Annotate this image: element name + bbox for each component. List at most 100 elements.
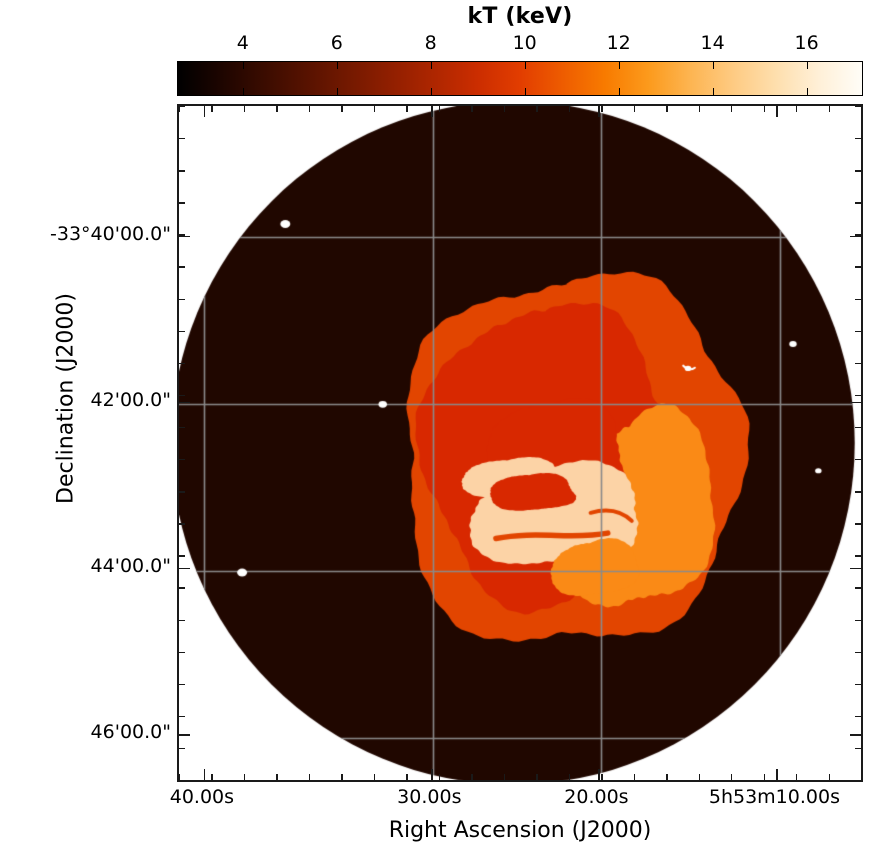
x-axis-minor-tick xyxy=(179,774,181,780)
colorbar xyxy=(177,61,863,96)
x-axis-minor-tick xyxy=(666,774,668,780)
x-axis-minor-tick xyxy=(698,106,700,112)
y-axis-major-tick xyxy=(179,734,190,736)
y-axis-minor-tick xyxy=(179,619,185,621)
colorbar-tick xyxy=(242,61,245,69)
x-axis-minor-tick xyxy=(633,106,636,112)
x-axis-tick-label: 5h53m10.00s xyxy=(708,786,840,808)
y-axis-minor-tick xyxy=(179,459,185,461)
x-axis-minor-tick xyxy=(179,106,181,112)
y-axis-major-tick xyxy=(850,568,861,570)
x-axis-minor-tick xyxy=(308,774,311,780)
x-axis-tick-label: 20.00s xyxy=(564,786,629,808)
x-axis-minor-tick xyxy=(243,106,246,112)
y-axis-minor-tick xyxy=(179,683,185,686)
colorbar-tick xyxy=(336,88,339,96)
x-axis-minor-tick xyxy=(471,774,473,780)
y-axis-minor-tick xyxy=(179,234,185,236)
y-axis-tick-label: 42'00.0" xyxy=(90,388,171,411)
colorbar-tick xyxy=(242,88,245,96)
x-axis-minor-tick xyxy=(536,106,538,112)
x-axis-major-tick xyxy=(598,106,600,117)
y-axis-minor-tick xyxy=(179,330,185,333)
y-axis-label: Declination (J2000) xyxy=(53,293,79,504)
y-axis-minor-tick xyxy=(179,106,185,108)
y-axis-minor-tick xyxy=(855,298,861,300)
x-axis-minor-tick xyxy=(406,106,408,112)
x-axis-minor-tick xyxy=(568,774,571,780)
x-axis-minor-tick xyxy=(211,774,213,780)
colorbar-gradient xyxy=(178,62,862,95)
y-axis-minor-tick xyxy=(179,587,185,589)
y-axis-major-tick xyxy=(179,235,190,238)
colorbar-tick xyxy=(806,61,809,69)
y-axis-minor-tick xyxy=(179,202,185,204)
x-axis-minor-tick xyxy=(536,774,538,780)
x-axis-minor-tick xyxy=(828,774,830,780)
colorbar-tick-label: 16 xyxy=(794,32,819,54)
y-axis-minor-tick xyxy=(855,426,861,429)
y-axis-minor-tick xyxy=(179,780,185,781)
x-axis-minor-tick xyxy=(763,774,765,780)
x-axis-minor-tick xyxy=(243,774,246,780)
x-axis-label: Right Ascension (J2000) xyxy=(388,818,652,843)
x-axis-major-tick xyxy=(776,769,778,780)
x-axis-minor-tick xyxy=(503,774,506,780)
y-axis-minor-tick xyxy=(855,715,861,718)
y-axis-minor-tick xyxy=(855,555,861,557)
colorbar-tick xyxy=(524,88,527,96)
x-axis-minor-tick xyxy=(633,774,636,780)
colorbar-tick xyxy=(430,88,433,96)
colorbar-tick-label: 12 xyxy=(606,32,631,54)
y-axis-minor-tick xyxy=(855,362,861,365)
colorbar-tick-label: 4 xyxy=(236,32,249,54)
colorbar-tick xyxy=(430,61,433,69)
x-axis-major-tick xyxy=(203,769,206,780)
y-axis-tick-label: 46'00.0" xyxy=(90,721,171,744)
y-axis-minor-tick xyxy=(855,491,861,493)
x-axis-minor-tick xyxy=(796,774,798,780)
y-axis-major-tick xyxy=(179,401,190,404)
y-axis-tick-label: -33°40'00.0" xyxy=(50,222,171,245)
x-axis-minor-tick xyxy=(406,774,408,780)
y-axis-minor-tick xyxy=(179,298,185,300)
y-axis-minor-tick xyxy=(179,555,185,557)
y-axis-tick-label: 44'00.0" xyxy=(90,555,171,578)
x-axis-minor-tick xyxy=(373,106,376,112)
x-axis-minor-tick xyxy=(503,106,506,112)
x-axis-minor-tick xyxy=(861,106,862,112)
x-axis-minor-tick xyxy=(276,774,278,780)
y-axis-major-tick xyxy=(179,568,190,570)
y-axis-major-tick xyxy=(850,734,861,736)
y-axis-minor-tick xyxy=(179,747,185,750)
x-axis-minor-tick xyxy=(471,106,473,112)
x-axis-major-tick xyxy=(598,769,600,780)
y-axis-minor-tick xyxy=(855,747,861,750)
colorbar-tick xyxy=(618,61,621,69)
y-axis-minor-tick xyxy=(855,202,861,204)
y-axis-minor-tick xyxy=(855,780,861,781)
x-axis-minor-tick xyxy=(731,106,733,112)
y-axis-minor-tick xyxy=(855,459,861,461)
x-axis-minor-tick xyxy=(601,774,603,780)
x-axis-minor-tick xyxy=(731,774,733,780)
y-axis-minor-tick xyxy=(855,619,861,621)
y-axis-minor-tick xyxy=(855,394,861,397)
x-axis-minor-tick xyxy=(666,106,668,112)
colorbar-tick-label: 8 xyxy=(424,32,437,54)
x-axis-major-tick xyxy=(776,106,778,117)
y-axis-minor-tick xyxy=(179,266,185,268)
colorbar-tick xyxy=(336,61,339,69)
colorbar-tick xyxy=(618,88,621,96)
x-axis-minor-tick xyxy=(698,774,700,780)
y-axis-minor-tick xyxy=(179,426,185,429)
x-axis-tick-label: 30.00s xyxy=(397,786,462,808)
colorbar-tick-label: 10 xyxy=(512,32,537,54)
colorbar-tick xyxy=(712,88,715,96)
y-axis-minor-tick xyxy=(855,170,861,172)
y-axis-minor-tick xyxy=(855,523,861,525)
y-axis-major-tick xyxy=(850,401,861,404)
y-axis-minor-tick xyxy=(179,170,185,172)
x-axis-minor-tick xyxy=(601,106,603,112)
